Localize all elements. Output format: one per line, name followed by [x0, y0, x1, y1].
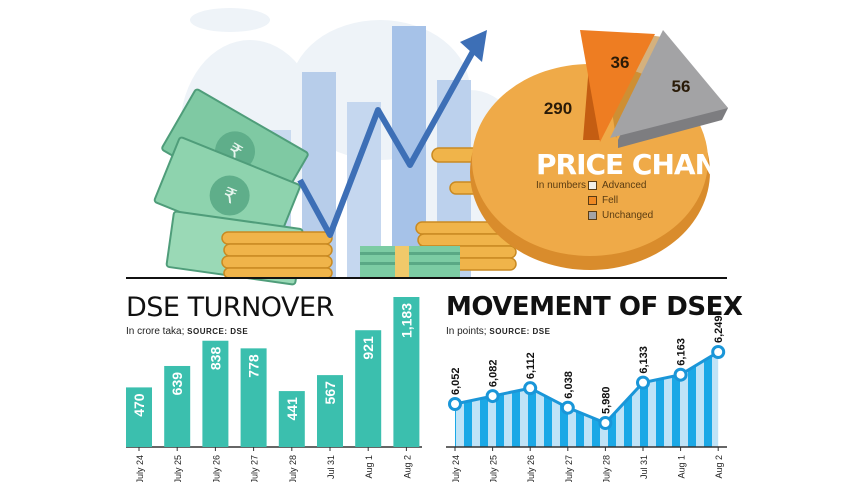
x-tick-label: July 26: [211, 455, 221, 482]
legend-swatch: [588, 180, 597, 190]
data-label: 1,183: [398, 303, 414, 338]
bar: [164, 365, 191, 447]
area-fill: [455, 352, 719, 447]
legend-swatch: [588, 195, 597, 205]
x-tick-label: July 28: [601, 455, 611, 482]
legend-unit: In numbers: [536, 180, 587, 191]
turnover-subtitle: In crore taka; SOURCE: DSE: [126, 326, 248, 337]
price-change-title: PRICE CHANGE: [536, 148, 758, 181]
price-change-pie: 290 36 56: [470, 30, 728, 270]
data-point: [673, 367, 688, 382]
bar: [126, 387, 152, 447]
data-label: 6,133: [638, 346, 650, 374]
data-point: [636, 375, 650, 390]
data-label: 6,038: [563, 371, 575, 399]
data-label: 921: [360, 336, 376, 360]
pie-slice-label: 56: [672, 77, 691, 96]
turnover-source: SOURCE: DSE: [187, 327, 249, 336]
turnover-unit: In crore taka;: [126, 326, 188, 337]
bar: [240, 348, 267, 447]
x-tick-label: Jul 31: [326, 455, 336, 479]
x-tick-label: July 25: [489, 455, 499, 482]
data-label: 6,052: [450, 367, 462, 395]
bar: [393, 297, 420, 447]
x-tick-label: Aug 2: [714, 455, 724, 479]
bar: [202, 340, 229, 447]
x-tick-label: Aug 1: [364, 455, 374, 479]
dsex-unit: In points;: [446, 326, 490, 337]
x-tick-label: Jul 31: [639, 455, 649, 479]
data-point: [485, 389, 500, 404]
x-tick-label: Aug 1: [677, 455, 687, 479]
x-tick-label: July 27: [250, 455, 260, 482]
legend-item-fell: Fell: [588, 195, 618, 206]
data-label: 6,082: [488, 360, 500, 388]
data-label: 470: [131, 393, 147, 417]
x-tick-label: July 26: [526, 455, 536, 482]
bar: [355, 330, 382, 447]
money-stack-icon: [360, 246, 460, 278]
data-point: [598, 416, 613, 430]
pie-slice-label: 290: [544, 99, 572, 118]
bar: [278, 391, 305, 447]
legend-swatch: [588, 210, 597, 220]
data-label: 639: [169, 372, 185, 396]
coin-stack-icon: [221, 147, 517, 279]
legend-label: Fell: [602, 195, 619, 206]
data-label: 6,249: [713, 315, 725, 343]
dsex-title: MOVEMENT OF DSEX: [446, 292, 743, 322]
legend-item-unchanged: Unchanged: [588, 210, 653, 221]
dsex-source: SOURCE: DSE: [489, 327, 551, 336]
x-tick-label: July 24: [451, 455, 461, 482]
data-label: 441: [284, 397, 300, 421]
trend-arrow-icon: [297, 30, 487, 238]
x-tick-label: Aug 2: [402, 455, 412, 479]
data-label: 567: [322, 381, 338, 405]
turnover-title: DSE TURNOVER: [126, 292, 334, 323]
data-point: [448, 396, 462, 411]
data-label: 6,112: [525, 352, 537, 379]
dsex-subtitle: In points; SOURCE: DSE: [446, 326, 550, 337]
data-label: 6,163: [676, 338, 688, 366]
pie-slice-label: 36: [611, 53, 630, 72]
data-label: 778: [246, 354, 262, 378]
data-label: 838: [207, 347, 223, 371]
legend-item-advanced: Advanced: [588, 180, 646, 191]
data-label: 5,980: [600, 386, 612, 414]
x-tick-label: July 24: [135, 455, 145, 482]
legend-label: Unchanged: [602, 210, 654, 221]
x-tick-label: July 28: [288, 455, 298, 482]
bar: [317, 375, 343, 447]
x-tick-label: July 25: [173, 455, 183, 482]
data-point: [523, 381, 538, 396]
legend-label: Advanced: [602, 180, 647, 191]
data-point: [711, 345, 726, 359]
data-point: [560, 400, 575, 415]
x-tick-label: July 27: [564, 455, 574, 482]
